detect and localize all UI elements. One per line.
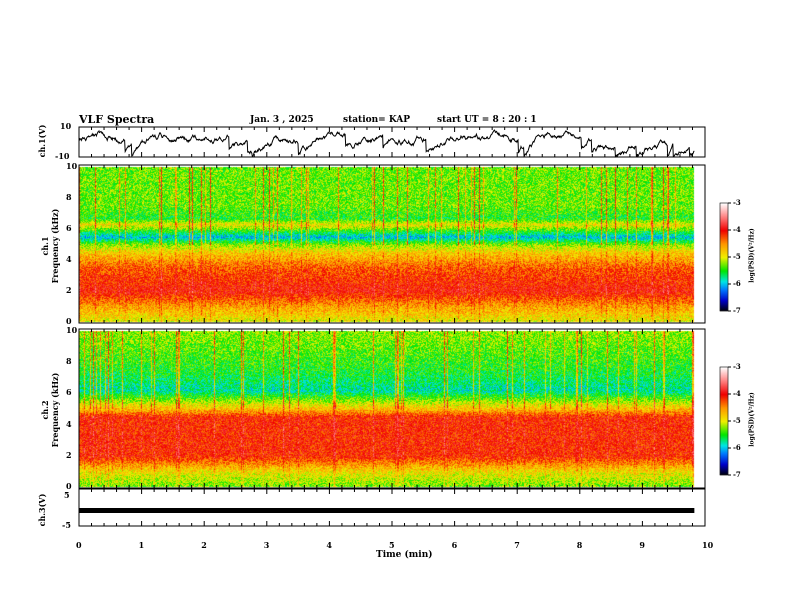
x-tick-label: 7 [514, 540, 520, 550]
colorbar-1 [719, 202, 729, 312]
x-tick-label: 0 [76, 540, 82, 550]
colorbar-tick-label: -5 [733, 252, 741, 261]
colorbar-tick-label: -7 [733, 470, 741, 479]
freq-tick-label: 6 [66, 387, 72, 398]
colorbar-tick-label: -4 [733, 225, 741, 234]
ch1-tick-label: 10 [60, 121, 72, 131]
ch3-voltage-ylabel: ch.3(V) [37, 493, 47, 527]
freq-tick-label: 6 [66, 223, 72, 233]
ch1-frequency-ylabel: ch.1 Frequency (kHz) [40, 208, 60, 284]
colorbar-tick-label: -5 [733, 416, 741, 425]
ch1-voltage-ylabel: ch.1(V) [37, 124, 47, 158]
station-label: station= KAP [343, 115, 411, 125]
freq-tick-label: 0 [66, 316, 72, 326]
figure-title: VLF Spectra [79, 113, 155, 126]
x-tick-label: 3 [263, 540, 270, 550]
colorbar-tick-label: -3 [733, 362, 741, 371]
freq-tick-label: 2 [66, 285, 72, 295]
x-tick-label: 9 [639, 540, 645, 550]
freq-tick-label: 0 [66, 481, 72, 491]
freq-tick-label: 8 [66, 192, 72, 202]
ch2-frequency-ylabel: ch.2 Frequency (kHz) [40, 372, 60, 448]
ch1-tick-label: -10 [55, 151, 70, 161]
x-axis-label: Time (min) [376, 550, 433, 560]
date-label: Jan. 3 , 2025 [250, 115, 314, 125]
ch3-tick-label: 5 [64, 490, 70, 500]
colorbar-tick-label: -7 [733, 306, 741, 315]
colorbar2-label: log(PSD)(V²/Hz) [748, 392, 756, 447]
x-tick-label: 5 [389, 540, 395, 550]
freq-tick-label: 4 [66, 418, 72, 429]
colorbar-tick-label: -6 [733, 443, 741, 452]
ch1-spectrogram-panel [78, 164, 706, 324]
colorbar-tick-label: -3 [733, 198, 741, 207]
ch3-panel [78, 488, 706, 527]
colorbar-tick-label: -4 [733, 389, 741, 398]
freq-tick-label: 10 [66, 325, 78, 335]
x-tick-label: 1 [138, 540, 145, 550]
colorbar-2 [719, 366, 729, 476]
freq-tick-label: 2 [66, 449, 72, 460]
x-tick-label: 6 [451, 540, 458, 550]
x-tick-label: 4 [326, 540, 332, 550]
colorbar1-label: log(PSD)(V²/Hz) [748, 228, 756, 283]
x-tick-label: 2 [201, 540, 207, 550]
freq-tick-label: 10 [66, 161, 78, 171]
ch3-trace [79, 508, 695, 513]
colorbar-tick-label: -6 [733, 279, 741, 288]
x-tick-label: 10 [702, 540, 714, 550]
freq-tick-label: 4 [66, 254, 72, 264]
ch2-spectrogram-panel [78, 328, 706, 489]
start-time-label: start UT = 8 : 20 : 1 [437, 115, 537, 125]
x-tick-label: 8 [576, 540, 583, 550]
ch3-tick-label: -5 [62, 520, 71, 530]
ch1-trace [78, 129, 695, 158]
freq-tick-label: 8 [66, 356, 72, 367]
